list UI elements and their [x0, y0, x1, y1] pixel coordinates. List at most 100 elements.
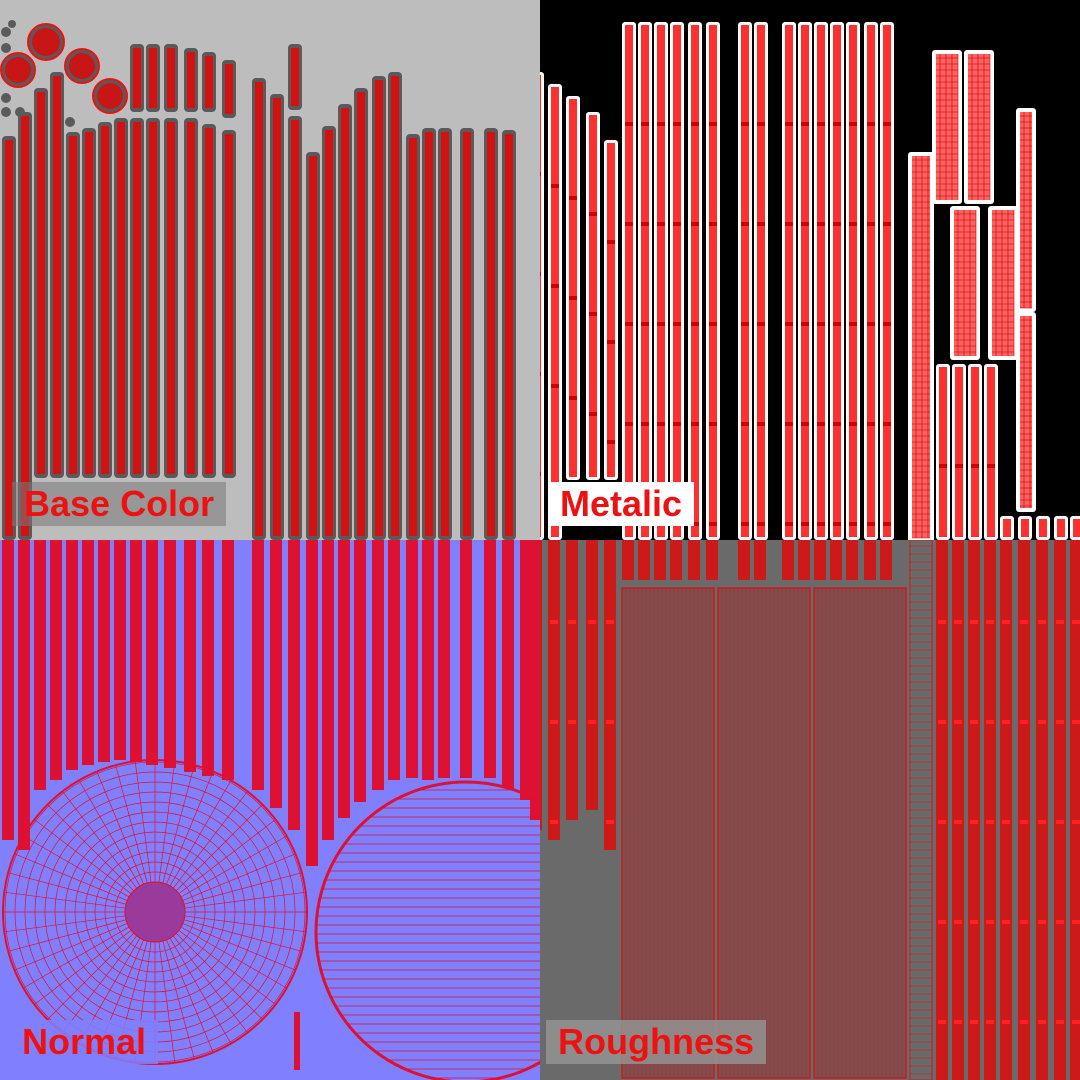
normal-uv-strip [388, 540, 400, 780]
normal-uv-strip [354, 540, 366, 802]
base-circle-islands [0, 20, 128, 127]
normal-uv-strip [502, 540, 514, 788]
base-uv-strip-wire [167, 122, 175, 474]
metalic-map [540, 0, 1080, 540]
rough-uv-strip [638, 540, 650, 580]
normal-uv-strip [322, 540, 334, 840]
rough-uv-strip [688, 540, 700, 580]
base-uv-strip-wire [167, 48, 175, 108]
rough-uv-strip [1036, 540, 1048, 1080]
metal-uv-strip-wire [867, 25, 875, 537]
rough-uv-strip [846, 540, 858, 580]
base-uv-strip-wire [357, 92, 365, 536]
rough-uv-strip [952, 540, 964, 1080]
metal-uv-strip-wire [801, 25, 809, 537]
roughness-uv-shells [540, 540, 1080, 1080]
metal-uv-strip-wire [955, 367, 963, 537]
base-uv-strip-wire [149, 48, 157, 108]
normal-uv-strip [438, 540, 450, 778]
normal-uv-strip [2, 540, 14, 840]
base-uv-strip-wire [273, 98, 281, 536]
normal-uv-strip [18, 540, 30, 850]
rough-uv-strip [1018, 540, 1030, 1080]
metal-uv-strip-wire [1039, 519, 1047, 537]
metal-uv-strip-wire [971, 367, 979, 537]
normal-uv-strip [202, 540, 214, 776]
metal-grid-panel-wire [968, 54, 990, 200]
rough-panel [813, 587, 907, 1079]
rough-uv-strip [586, 540, 598, 810]
base-uv-strip-wire [325, 130, 333, 536]
metal-uv-strip-wire [1003, 519, 1011, 537]
normal-uv-strip [184, 540, 196, 772]
rough-uv-strip [1054, 540, 1066, 1080]
metal-grid-panel-wire [936, 54, 958, 200]
rough-uv-strip [798, 540, 810, 580]
rough-uv-strip [880, 540, 892, 580]
base-uv-strip-wire [5, 140, 13, 536]
base-uv-strip-wire [187, 52, 195, 108]
base-uv-strip-wire [291, 120, 299, 536]
metal-uv-strip-wire [709, 25, 717, 537]
base-color-map [0, 0, 540, 540]
base-uv-strip-wire [291, 48, 299, 106]
base-uv-strip-wire [133, 48, 141, 108]
base-uv-strip-wire [85, 132, 93, 474]
base-uv-strip-wire [133, 122, 141, 474]
metal-uv-strip-wire [883, 25, 891, 537]
metal-uv-strip-wire [641, 25, 649, 537]
metalic-uv-shells [540, 22, 1080, 540]
normal-uv-strip [406, 540, 418, 778]
rough-uv-strip [738, 540, 750, 580]
base-uv-strip-wire [441, 132, 449, 536]
rough-uv-strip [540, 540, 542, 830]
base-uv-strip-wire [391, 76, 399, 536]
metal-uv-strip-wire [785, 25, 793, 537]
normal-uv-shells [2, 540, 540, 1080]
rough-uv-strip [604, 540, 616, 850]
rough-uv-strip [1070, 540, 1080, 1080]
metal-uv-strip-wire [540, 75, 541, 537]
base-uv-strip-wire [505, 134, 513, 536]
base-uv-strip-wire [205, 56, 213, 108]
normal-uv-strip [484, 540, 496, 778]
normal-uv-strip [530, 540, 540, 820]
rough-uv-strip [670, 540, 682, 580]
metal-grid-panel-wire [1020, 112, 1032, 308]
rough-panel [621, 587, 715, 1079]
roughness-label: Roughness [546, 1020, 767, 1064]
metal-uv-strip-wire [1057, 519, 1065, 537]
normal-disc-lined [314, 780, 540, 1080]
normal-uv-strip [270, 540, 282, 808]
normal-uv-strip [288, 540, 300, 830]
rough-uv-strip [984, 540, 996, 1080]
rough-uv-strip [830, 540, 842, 580]
rough-panel [717, 587, 811, 1079]
metal-uv-strip-wire [625, 25, 633, 537]
metal-uv-strip-wire [939, 367, 947, 537]
normal-uv-strip [372, 540, 384, 790]
metal-uv-strip-wire [817, 25, 825, 537]
metal-uv-strip-wire [741, 25, 749, 537]
base-uv-strip-wire [309, 156, 317, 536]
base-uv-strip-wire [375, 80, 383, 536]
normal-uv-strip [222, 540, 234, 780]
metal-uv-strip-wire [833, 25, 841, 537]
metal-uv-strip-wire [987, 367, 995, 537]
base-uv-strip-wire [409, 138, 417, 536]
normal-uv-strip [66, 540, 78, 770]
metal-uv-strip-wire [569, 99, 577, 477]
metal-uv-strip-wire [607, 143, 615, 477]
normal-disc-radial [2, 759, 308, 1065]
rough-uv-strip [706, 540, 718, 580]
base-uv-strip-wire [225, 64, 233, 114]
base-uv-strip-wire [187, 122, 195, 474]
normal-uv-strip [520, 540, 532, 800]
normal-uv-strip [164, 540, 176, 768]
base-uv-strip-wire [117, 122, 125, 474]
rough-uv-strip [566, 540, 578, 820]
rough-uv-strip [1000, 540, 1012, 1080]
base-uv-strip-wire [53, 76, 61, 474]
metal-grid-panel-wire [912, 156, 930, 538]
